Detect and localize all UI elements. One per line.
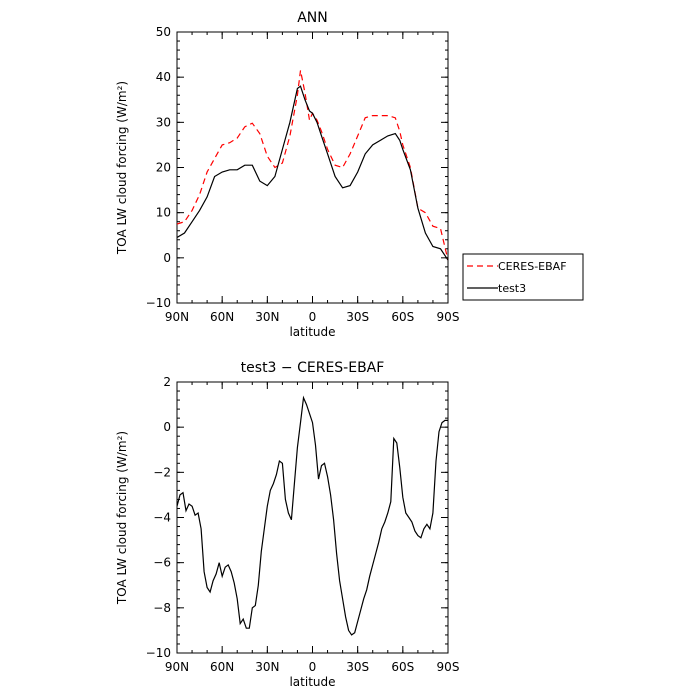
y-tick-label: 0 <box>163 420 171 434</box>
chart-panel-1: 90N 60N 30N 0 30S 60S 90S −10 0 10 20 30 40 50 ANN lati… <box>115 10 584 339</box>
x-tick-label: 0 <box>309 310 317 324</box>
x-tick-label: 90N <box>165 660 189 674</box>
series-line-ceres-ebaf <box>177 70 448 261</box>
y-tick-label: 10 <box>156 206 171 220</box>
y-tick-label: 2 <box>163 375 171 389</box>
y-tick-label: 40 <box>156 70 171 84</box>
x-axis-label: latitude <box>289 325 335 339</box>
y-tick-label: −2 <box>153 465 171 479</box>
legend-box <box>462 253 584 301</box>
chart-title: test3 − CERES-EBAF <box>241 360 385 376</box>
x-tick-label: 60S <box>391 660 414 674</box>
y-tick-label: 0 <box>163 251 171 265</box>
x-tick-label: 90S <box>437 310 460 324</box>
x-tick-label: 0 <box>309 660 317 674</box>
y-tick-label: −10 <box>146 296 171 310</box>
x-tick-label: 60N <box>210 660 234 674</box>
plot-frame <box>176 31 449 304</box>
x-tick-label: 30S <box>346 660 369 674</box>
y-axis-label: TOA LW cloud forcing (W/m²) <box>115 81 129 255</box>
y-tick-label: −10 <box>146 646 171 660</box>
series-line-test3 <box>177 85 448 261</box>
legend-label: test3 <box>498 282 526 295</box>
y-axis-label: TOA LW cloud forcing (W/m²) <box>115 431 129 605</box>
chart-title: ANN <box>297 10 328 26</box>
x-tick-label: 30N <box>255 310 279 324</box>
y-tick-label: −6 <box>153 556 171 570</box>
x-tick-label: 60S <box>391 310 414 324</box>
x-tick-label: 30S <box>346 310 369 324</box>
x-tick-label: 60N <box>210 310 234 324</box>
chart-panel-2: 90N 60N 30N 0 30S 60S 90S −10 −8 −6 −4 −2 0 2 test3 − … <box>115 360 459 689</box>
x-tick-label: 90S <box>437 660 460 674</box>
y-tick-label: 50 <box>156 25 171 39</box>
x-tick-label: 90N <box>165 310 189 324</box>
x-axis-label: latitude <box>289 675 335 689</box>
y-tick-label: −8 <box>153 601 171 615</box>
series-line-difference <box>177 395 448 636</box>
y-tick-label: 30 <box>156 115 171 129</box>
legend-label: CERES-EBAF <box>498 260 567 273</box>
y-tick-label: 20 <box>156 161 171 175</box>
x-tick-label: 30N <box>255 660 279 674</box>
legend: CERES-EBAF test3 <box>462 253 584 301</box>
y-tick-label: −4 <box>153 511 171 525</box>
